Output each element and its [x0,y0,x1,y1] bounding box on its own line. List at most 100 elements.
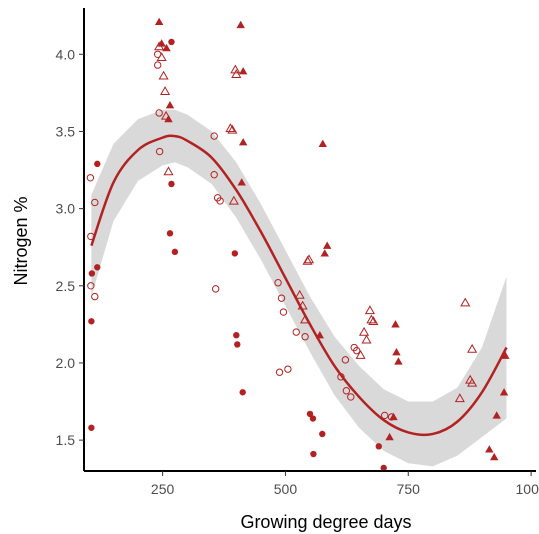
data-point-open-circle [87,282,95,290]
data-point-filled-circle [168,180,175,188]
data-point-filled-triangle [162,43,171,52]
data-point-open-triangle [160,86,171,95]
data-point-open-circle [91,292,99,301]
data-points-layer [86,17,510,472]
data-point-filled-triangle [165,101,175,109]
data-point-open-circle [301,333,309,341]
data-point-open-triangle [158,70,169,80]
x-tick-label: 250 [151,481,175,497]
data-point-open-triangle [163,166,174,176]
data-point-open-circle [342,387,351,395]
data-point-open-triangle [294,289,305,299]
x-tick-label: 500 [274,481,298,497]
data-point-open-circle [279,308,288,316]
data-point-open-circle [155,147,164,156]
data-point-filled-triangle [237,178,246,186]
data-point-filled-triangle [490,452,499,461]
data-point-filled-circle [306,410,314,418]
data-point-open-triangle [227,124,238,134]
data-point-filled-triangle [320,249,329,257]
y-tick-label: 3.5 [56,123,76,139]
data-point-open-circle [352,346,361,355]
y-axis-title: Nitrogen % [11,196,31,285]
data-point-open-triangle [364,305,376,315]
data-point-open-triangle [355,350,366,359]
data-point-filled-circle [171,248,179,256]
data-point-filled-triangle [157,39,166,47]
y-tick-label: 2.0 [56,355,76,371]
data-point-filled-circle [319,430,326,438]
data-point-open-triangle [228,195,239,205]
data-point-open-circle [155,109,163,117]
data-point-open-triangle [454,393,465,403]
data-point-filled-circle [88,424,95,431]
confidence-band [91,109,507,467]
data-point-filled-triangle [389,412,398,421]
data-point-filled-circle [309,415,317,422]
data-point-filled-circle [94,160,101,168]
data-point-open-circle [86,174,95,182]
data-point-filled-triangle [394,357,403,365]
data-point-open-circle [216,197,224,205]
y-tick-label: 2.5 [56,278,76,294]
x-axis-title: Growing degree days [240,512,411,532]
data-point-open-triangle [368,316,379,325]
data-point-filled-triangle [485,445,494,453]
data-point-open-triangle [358,326,370,336]
data-point-open-triangle [467,343,478,353]
data-point-filled-circle [231,250,239,257]
data-point-filled-triangle [492,411,501,419]
data-point-open-circle [341,356,350,364]
x-tick-label: 1000 [516,481,539,497]
data-point-open-triangle [154,41,165,51]
data-point-filled-triangle [238,138,248,146]
x-tick-label: 750 [397,481,421,497]
data-point-open-circle [347,393,355,401]
data-point-open-triangle [460,297,471,307]
data-point-filled-circle [233,331,240,339]
data-point-filled-triangle [236,20,245,29]
data-point-filled-triangle [318,139,327,147]
data-point-open-triangle [361,334,372,344]
y-tick-label: 4.0 [56,46,76,62]
data-point-filled-triangle [164,114,173,123]
data-point-open-circle [211,285,220,293]
data-point-open-circle [210,170,218,179]
data-point-filled-triangle [238,67,248,75]
data-point-filled-triangle [322,241,332,249]
data-point-filled-circle [239,389,246,396]
data-point-open-triangle [467,377,478,387]
data-point-filled-triangle [391,320,400,328]
data-point-filled-circle [375,443,382,450]
data-point-open-circle [275,368,284,376]
y-tick-label: 3.0 [56,201,76,217]
data-point-open-triangle [156,52,167,62]
data-point-filled-triangle [385,432,394,441]
data-point-open-circle [91,198,99,207]
data-point-filled-circle [166,230,174,237]
confidence-band-layer [91,109,507,467]
data-point-open-triangle [231,69,242,79]
data-point-filled-circle [94,264,101,271]
data-point-open-circle [274,279,282,287]
fit-line-layer [90,134,508,437]
data-point-open-circle [380,411,389,420]
data-point-open-circle [277,294,286,302]
fit-line [90,134,508,437]
data-point-open-circle [292,328,300,336]
data-point-open-circle [284,365,292,373]
data-point-filled-circle [88,270,96,277]
data-point-filled-circle [168,38,175,46]
data-point-open-triangle [302,255,313,265]
data-point-open-triangle [225,123,236,133]
data-point-open-circle [153,61,162,69]
axes-layer [83,8,536,472]
data-point-filled-circle [88,318,95,325]
data-point-open-triangle [303,254,315,264]
data-point-filled-triangle [499,388,509,396]
data-point-open-triangle [366,314,377,324]
y-tick-label: 1.5 [56,432,76,448]
data-point-filled-circle [380,464,387,472]
ticks-layer: 250 500 750 1000 1.5 2.0 2.5 3.0 3.5 4.0 [56,46,539,497]
